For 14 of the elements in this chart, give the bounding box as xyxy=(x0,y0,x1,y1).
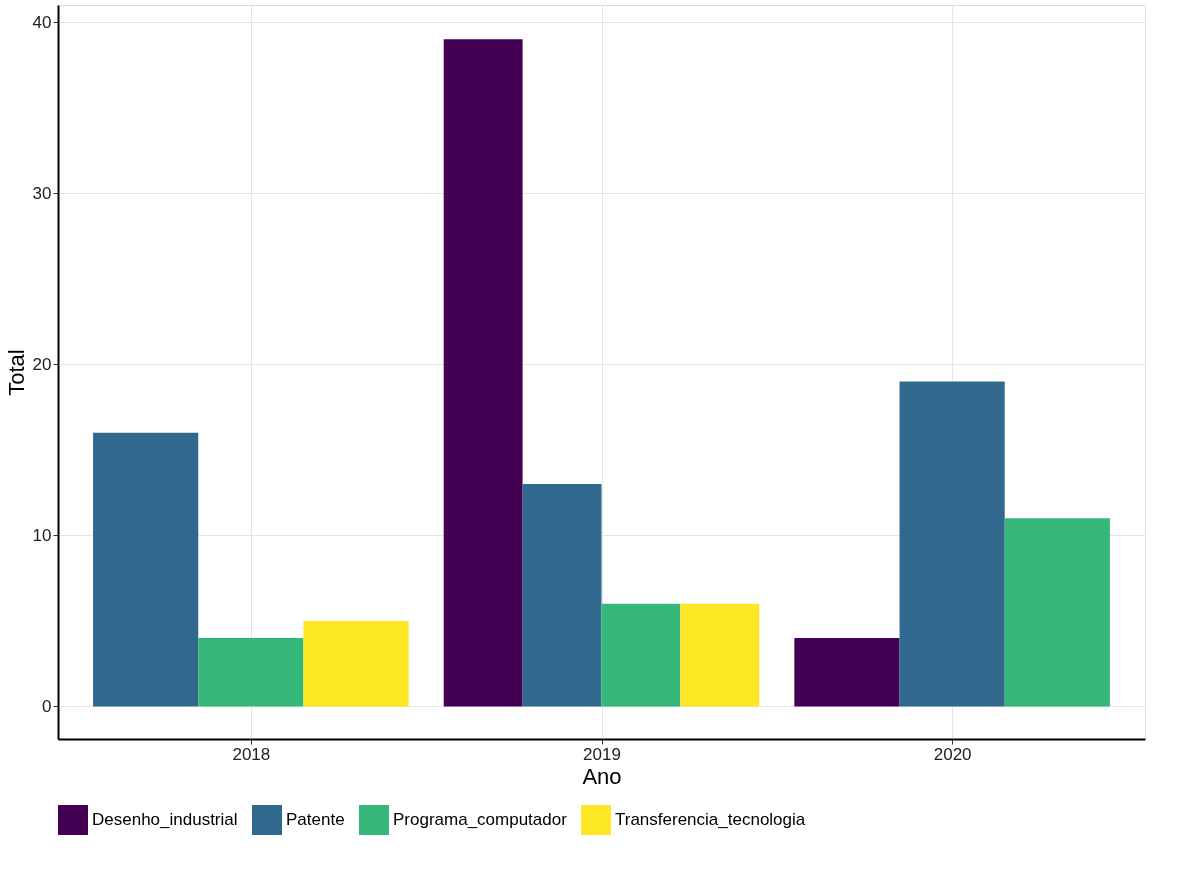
legend-label: Transferencia_tecnologia xyxy=(615,810,806,829)
x-tick-label: 2019 xyxy=(583,744,621,764)
y-tick-label: 40 xyxy=(32,12,52,32)
y-axis-title: Total xyxy=(3,349,29,396)
x-tick-label: 2018 xyxy=(232,744,271,764)
y-tick-label: 30 xyxy=(32,183,52,203)
x-tick-label: 2020 xyxy=(933,744,972,764)
y-tick-label: 20 xyxy=(32,354,52,374)
legend-label: Patente xyxy=(286,810,345,829)
y-tick-label: 10 xyxy=(32,525,52,545)
x-axis-title: Ano xyxy=(582,763,622,789)
y-tick-label: 0 xyxy=(42,696,52,716)
legend-label: Desenho_industrial xyxy=(92,810,238,829)
legend-label: Programa_computador xyxy=(393,810,568,829)
